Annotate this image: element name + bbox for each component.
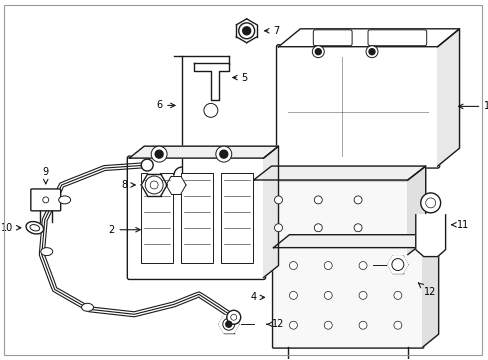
Bar [141,173,173,262]
Text: 3: 3 [228,212,244,222]
Circle shape [242,27,250,35]
Text: 12: 12 [418,283,435,297]
Polygon shape [253,166,425,180]
Text: 5: 5 [232,73,247,82]
Ellipse shape [30,225,40,231]
Polygon shape [437,29,459,166]
Circle shape [238,23,254,39]
Ellipse shape [41,248,53,256]
Circle shape [226,310,240,324]
Bar [221,173,252,262]
Circle shape [42,197,49,203]
Ellipse shape [59,196,70,204]
Circle shape [289,291,297,300]
Circle shape [312,46,324,58]
Circle shape [358,321,366,329]
Text: 8: 8 [121,180,135,190]
Circle shape [150,181,158,189]
Circle shape [215,146,231,162]
Polygon shape [273,235,438,248]
Text: 11: 11 [450,220,468,230]
Polygon shape [407,166,425,255]
Polygon shape [422,235,438,347]
Circle shape [230,314,236,320]
Circle shape [393,321,401,329]
Polygon shape [166,176,185,194]
Text: 12: 12 [266,319,284,329]
Polygon shape [387,256,407,273]
Polygon shape [194,63,228,100]
Text: 6: 6 [156,100,175,111]
Circle shape [155,150,163,158]
Polygon shape [415,215,445,257]
Polygon shape [263,146,278,278]
FancyBboxPatch shape [313,30,351,46]
Text: 4: 4 [250,292,264,302]
Circle shape [274,196,282,204]
Circle shape [220,150,227,158]
Polygon shape [141,174,167,196]
Circle shape [225,321,231,327]
Circle shape [203,103,217,117]
FancyBboxPatch shape [127,156,265,279]
Text: 2: 2 [108,225,140,235]
Text: 1: 1 [458,102,488,111]
Circle shape [353,196,361,204]
Circle shape [358,262,366,270]
Circle shape [145,176,163,194]
Circle shape [358,291,366,300]
Circle shape [420,193,440,213]
Bar [253,180,407,255]
Polygon shape [129,146,278,158]
FancyBboxPatch shape [31,189,61,211]
Circle shape [315,49,321,55]
Circle shape [314,196,322,204]
Circle shape [141,159,153,171]
Text: 9: 9 [42,167,49,184]
Text: 7: 7 [264,26,279,36]
Polygon shape [278,29,459,47]
Ellipse shape [26,221,43,234]
Circle shape [314,224,322,232]
Polygon shape [218,316,238,333]
Circle shape [353,224,361,232]
Circle shape [324,262,331,270]
Circle shape [425,198,435,208]
Circle shape [393,291,401,300]
Circle shape [393,262,401,270]
Bar [181,173,212,262]
Ellipse shape [81,303,93,311]
Circle shape [274,224,282,232]
Circle shape [324,321,331,329]
FancyBboxPatch shape [276,45,439,168]
Circle shape [151,146,167,162]
Circle shape [368,49,374,55]
Circle shape [223,318,234,330]
FancyBboxPatch shape [272,247,423,348]
Circle shape [289,262,297,270]
Circle shape [324,291,331,300]
Circle shape [391,258,403,270]
Text: 10: 10 [1,223,21,233]
Circle shape [366,46,377,58]
FancyBboxPatch shape [367,30,426,46]
Circle shape [289,321,297,329]
